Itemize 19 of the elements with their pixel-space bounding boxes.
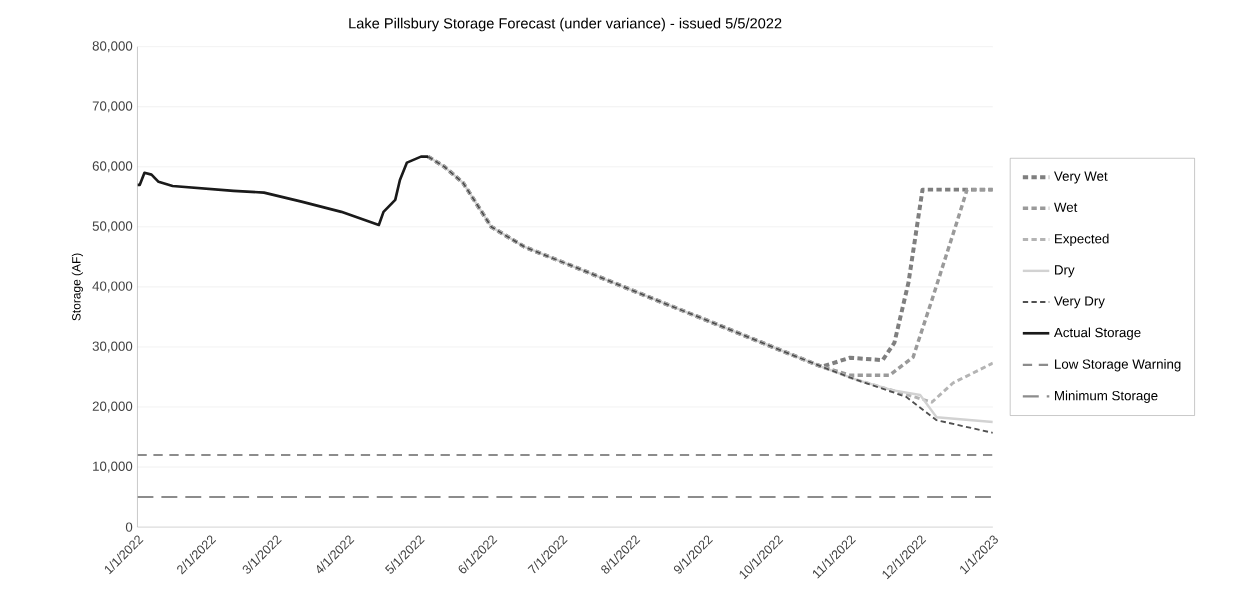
y-tick-label: 30,000 xyxy=(92,341,133,353)
legend-label: Dry xyxy=(1055,265,1075,277)
y-axis-title: Storage (AF) xyxy=(71,253,83,321)
y-tick-label: 80,000 xyxy=(92,40,133,52)
y-tick-label: 40,000 xyxy=(92,281,133,293)
y-tick-label: 60,000 xyxy=(92,161,133,173)
y-tick-label: 10,000 xyxy=(93,461,133,473)
chart-title: Lake Pillsbury Storage Forecast (under variance) - issued 5/5/2022 xyxy=(349,17,782,32)
y-tick-label: 0 xyxy=(125,522,133,532)
legend-label: Expected xyxy=(1055,233,1109,246)
y-tick-label: 70,000 xyxy=(92,101,133,113)
legend-label: Very Dry xyxy=(1054,296,1105,309)
legend-label: Low Storage Warning xyxy=(1055,358,1181,372)
legend-label: Actual Storage xyxy=(1053,327,1141,340)
legend-label: Wet xyxy=(1054,202,1078,212)
legend-label: Minimum Storage xyxy=(1055,390,1158,403)
y-tick-label: 50,000 xyxy=(92,221,133,233)
legend-label: Very Wet xyxy=(1054,171,1108,184)
y-tick-label: 20,000 xyxy=(92,401,133,413)
